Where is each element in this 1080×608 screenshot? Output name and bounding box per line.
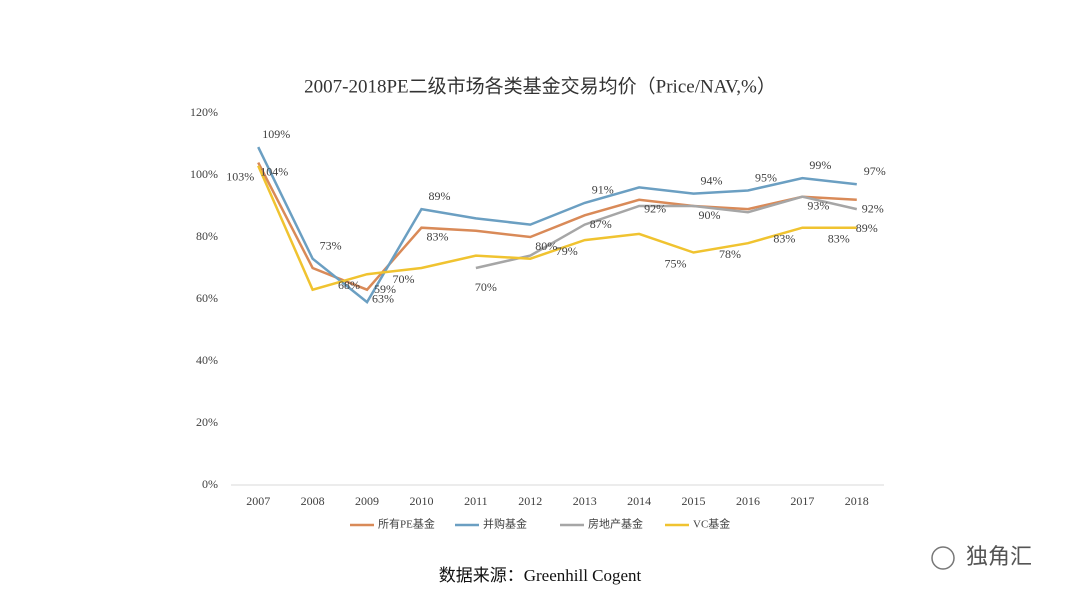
x-tick-label: 2010: [409, 494, 433, 508]
data-label: 87%: [590, 217, 612, 231]
series-line: [257, 162, 857, 292]
x-tick-label: 2008: [301, 494, 325, 508]
data-label: 109%: [262, 127, 290, 141]
y-tick-label: 100%: [190, 167, 218, 181]
data-label: 92%: [862, 202, 884, 216]
series-line: [257, 165, 857, 292]
data-label: 97%: [864, 164, 886, 178]
x-tick-label: 2013: [573, 494, 597, 508]
chart-title: 2007-2018PE二级市场各类基金交易均价（Price/NAV,%）: [304, 75, 776, 97]
data-label: 92%: [644, 202, 666, 216]
x-tick-label: 2017: [790, 494, 814, 508]
data-label: 94%: [701, 173, 723, 187]
source-note: 数据来源：Greenhill Cogent: [439, 566, 642, 585]
data-label: 93%: [807, 198, 829, 212]
data-label: 78%: [719, 247, 741, 261]
x-tick-label: 2011: [464, 494, 488, 508]
data-label: 103%: [226, 169, 254, 183]
legend-label: 所有PE基金: [378, 517, 435, 531]
x-tick-label: 2016: [736, 494, 760, 508]
series-line: [475, 195, 858, 270]
watermark: 独角汇: [966, 545, 1032, 570]
data-label: 89%: [428, 189, 450, 203]
data-label: 80%: [535, 239, 557, 253]
data-label: 70%: [392, 272, 414, 286]
x-tick-label: 2015: [682, 494, 706, 508]
data-label: 90%: [699, 208, 721, 222]
series-line: [257, 146, 857, 304]
data-label: 79%: [556, 244, 578, 258]
data-label: 59%: [374, 282, 396, 296]
data-label: 99%: [809, 158, 831, 172]
x-tick-label: 2012: [518, 494, 542, 508]
data-label: 95%: [755, 170, 777, 184]
data-label: 83%: [828, 231, 850, 245]
legend-label: 并购基金: [483, 517, 527, 531]
y-tick-label: 20%: [196, 415, 218, 429]
y-tick-label: 80%: [196, 229, 218, 243]
y-tick-label: 120%: [190, 105, 218, 119]
x-tick-label: 2018: [845, 494, 869, 508]
legend-label: 房地产基金: [588, 517, 643, 531]
data-label: 70%: [475, 280, 497, 294]
x-tick-label: 2007: [246, 494, 270, 508]
data-label: 89%: [856, 221, 878, 235]
y-tick-label: 0%: [202, 477, 218, 491]
data-label: 91%: [592, 183, 614, 197]
x-tick-label: 2009: [355, 494, 379, 508]
x-tick-label: 2014: [627, 494, 651, 508]
y-tick-label: 40%: [196, 353, 218, 367]
data-label: 83%: [773, 231, 795, 245]
y-tick-label: 60%: [196, 291, 218, 305]
data-label: 63%: [372, 291, 394, 305]
data-label: 83%: [426, 229, 448, 243]
data-label: 104%: [260, 164, 288, 178]
data-label: 68%: [338, 278, 360, 292]
legend-label: VC基金: [693, 517, 730, 531]
data-label: 73%: [320, 238, 342, 252]
data-label: 75%: [665, 256, 687, 270]
watermark-icon: [931, 546, 955, 570]
